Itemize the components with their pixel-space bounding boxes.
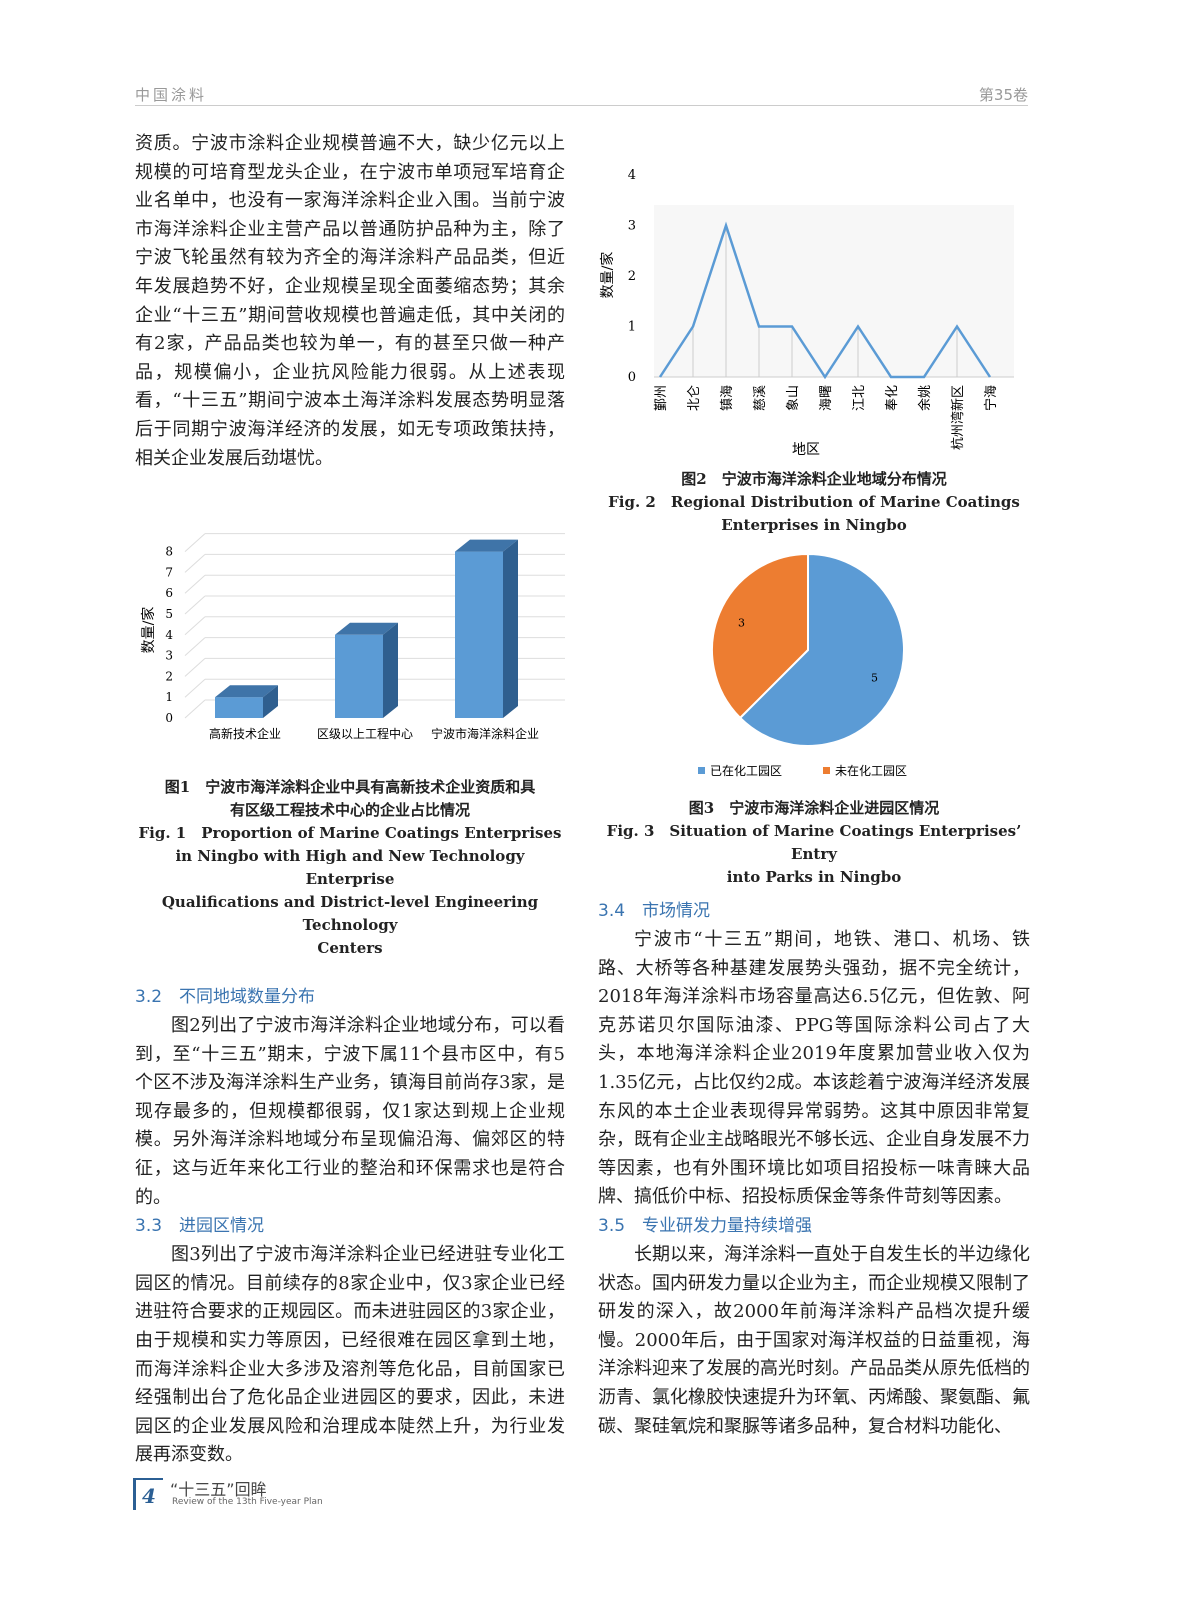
fig1-en-3: Qualifications and District-level Engine… [161, 893, 539, 934]
fig1-en-1: Fig. 1 Proportion of Marine Coatings Ent… [138, 824, 562, 842]
figure-3-caption: 图3 宁波市海洋涂料企业进园区情况 Fig. 3 Situation of Ma… [598, 797, 1030, 889]
x-tick-label: 海曙 [819, 385, 834, 411]
gridline-depth [184, 533, 206, 552]
x-tick-label: 江北 [852, 385, 867, 411]
figure-2-line-chart: 0 1 2 3 4 鄞州 北仑 镇海 慈溪 象山 海曙 江北 奉化 余姚 杭州湾新区 宁海 数量/家地区 [599, 168, 1014, 458]
y-tick-label: 2 [628, 269, 636, 284]
y-tick-label: 0 [165, 711, 173, 725]
volume: 第35卷 [978, 86, 1028, 104]
x-tick-label: 镇海 [720, 385, 735, 411]
left-para-1: 资质。宁波市涂料企业规模普遍不大，缺少亿元以上规模的可培育型龙头企业，在宁波市单… [135, 133, 565, 469]
x-tick-label: 宁波市海洋涂料企业 [431, 726, 539, 741]
bar-front [215, 697, 263, 718]
section-3-4-heading: 3.4 市场情况 [598, 901, 711, 921]
section-3-5-heading: 3.5 专业研发力量持续增强 [598, 1215, 813, 1236]
y-axis-label: 数量/家 [599, 252, 616, 299]
left-sections: 3.2 不同地域数量分布 图2列出了宁波市海洋涂料企业地域分布，可以看到，至“十… [135, 983, 565, 1470]
footer-subtitle: Review of the 13th Five-year Plan [172, 1497, 323, 1507]
fig3-en-1: Fig. 3 Situation of Marine Coatings Ente… [606, 822, 1022, 863]
bar-front [335, 634, 383, 718]
plot-background [654, 205, 1014, 377]
fig2-cn: 图2 宁波市海洋涂料企业地域分布情况 [681, 470, 947, 488]
page-number: 4 [142, 1484, 156, 1508]
bar-side [503, 539, 518, 718]
x-tick-label: 高新技术企业 [209, 726, 281, 741]
y-tick-label: 0 [628, 370, 636, 385]
y-tick-label: 5 [165, 607, 173, 621]
y-tick-label: 1 [628, 320, 636, 335]
y-tick-label: 4 [165, 628, 173, 642]
figure-3-pie-chart: 5 已在化工园区 3 未在化工园区 [698, 552, 907, 778]
y-tick-label: 1 [165, 690, 173, 704]
section-3-3-heading: 3.3 进园区情况 [135, 1216, 265, 1237]
x-tick-label: 鄞州 [654, 385, 669, 411]
gridline-depth [184, 616, 206, 636]
pie-slice [738, 552, 905, 747]
gridline-depth [184, 574, 206, 594]
x-tick-label: 奉化 [885, 385, 900, 411]
gridline-depth [184, 595, 206, 615]
fig1-en-2: in Ningbo with High and New Technology E… [175, 847, 525, 888]
y-tick-label: 6 [165, 586, 173, 600]
journal-name: 中国涂料 [135, 86, 208, 104]
gridline-depth [184, 658, 206, 677]
x-tick-label: 区级以上工程中心 [317, 726, 413, 741]
x-tick-label: 杭州湾新区 [950, 385, 966, 450]
gridline-depth [184, 699, 206, 719]
legend-swatch [823, 767, 830, 774]
figure-1-caption: 图1 宁波市海洋涂料企业中具有高新技术企业资质和具 有区级工程技术中心的企业占比… [135, 776, 565, 960]
y-tick-label: 4 [628, 168, 636, 183]
y-tick-label: 2 [165, 669, 173, 683]
section-3-2-text: 图2列出了宁波市海洋涂料企业地域分布，可以看到，至“十三五”期末，宁波下属11个… [135, 1015, 565, 1208]
y-tick-label: 3 [165, 649, 173, 663]
x-tick-label: 余姚 [917, 385, 933, 411]
fig3-en-2: into Parks in Ningbo [726, 868, 902, 886]
section-3-4-text: 宁波市“十三五”期间，地铁、港口、机场、铁路、大桥等各种基建发展势头强劲，据不完… [598, 929, 1030, 1208]
fig1-cn-2: 有区级工程技术中心的企业占比情况 [229, 801, 470, 819]
x-tick-label: 慈溪 [753, 385, 768, 411]
bar-side [383, 622, 398, 718]
fig2-en-1: Fig. 2 Regional Distribution of Marine C… [608, 493, 1020, 511]
y-axis-label: 数量/家 [140, 607, 157, 654]
section-3-2-heading: 3.2 不同地域数量分布 [135, 987, 316, 1007]
figure-2-caption: 图2 宁波市海洋涂料企业地域分布情况 Fig. 2 Regional Distr… [598, 468, 1030, 537]
gridline-depth [184, 678, 206, 698]
fig2-en-2: Enterprises in Ningbo [721, 516, 907, 534]
right-sections: 3.4 市场情况 宁波市“十三五”期间，地铁、港口、机场、铁路、大桥等各种基建发… [598, 897, 1030, 1441]
fig1-cn-1: 图1 宁波市海洋涂料企业中具有高新技术企业资质和具 [164, 778, 536, 796]
bar-front [455, 551, 503, 718]
legend-label: 已在化工园区 [710, 764, 782, 778]
fig3-cn: 图3 宁波市海洋涂料企业进园区情况 [688, 799, 940, 817]
slice-label: 5 [871, 672, 878, 685]
slice-label: 3 [738, 616, 745, 629]
bar-side [263, 685, 278, 718]
bar-top [335, 622, 398, 635]
y-tick-label: 8 [165, 545, 173, 559]
header-divider [135, 105, 1028, 106]
x-tick-label: 象山 [786, 385, 801, 411]
section-3-3-text: 图3列出了宁波市海洋涂料企业已经进驻专业化工园区的情况。目前续存的8家企业中，仅… [135, 1244, 565, 1466]
gridline-depth [184, 554, 206, 573]
footer-title: “十三五”回眸 [170, 1480, 267, 1499]
x-tick-label: 宁海 [983, 385, 999, 411]
gridline-depth [184, 637, 206, 656]
x-axis-label: 地区 [792, 442, 820, 458]
legend-swatch [698, 767, 705, 774]
fig1-en-4: Centers [317, 939, 383, 957]
page-number-box: 4 [133, 1478, 163, 1510]
bar-top [455, 539, 518, 552]
section-3-5-text: 长期以来，海洋涂料一直处于自发生长的半边缘化状态。国内研发力量以企业为主，而企业… [598, 1243, 1030, 1437]
series-line [658, 221, 992, 380]
pie-slice [711, 552, 809, 720]
x-tick-label: 北仑 [687, 385, 702, 411]
legend-label: 未在化工园区 [835, 764, 907, 778]
y-tick-label: 7 [165, 565, 173, 579]
bar-top [215, 685, 278, 698]
y-tick-label: 3 [628, 219, 636, 234]
